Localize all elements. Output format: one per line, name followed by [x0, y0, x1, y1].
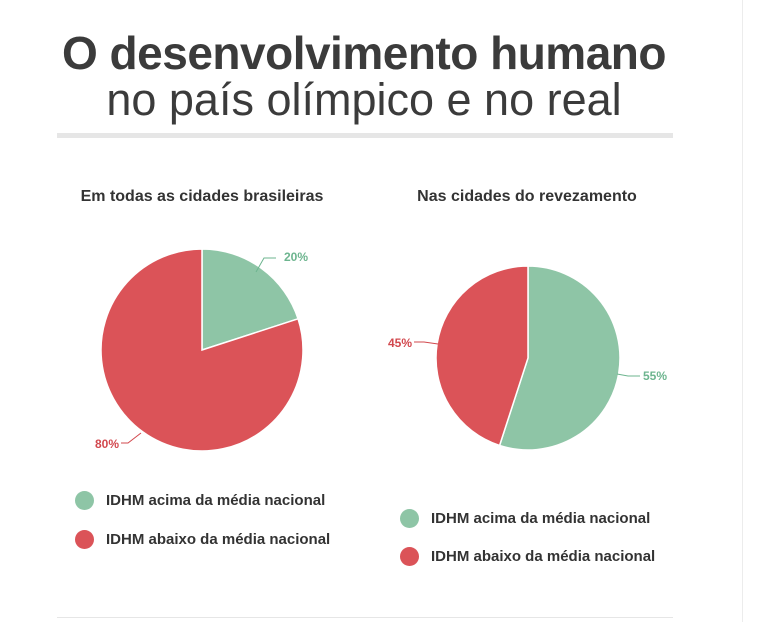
- legend-swatch-below: [400, 547, 419, 566]
- page-title: O desenvolvimento humano: [62, 27, 667, 79]
- chart-1-legend-above: IDHM acima da média nacional: [75, 491, 325, 510]
- chart-2-data-label: 45%: [388, 336, 412, 350]
- chart-2-slice-above: [498, 265, 621, 451]
- chart-1-data-label: 80%: [95, 437, 119, 451]
- chart-2-legend-above: IDHM acima da média nacional: [400, 509, 650, 528]
- chart-1-slice-below: [100, 248, 304, 452]
- legend-swatch-above: [400, 509, 419, 528]
- title-divider: [57, 133, 673, 138]
- chart-2-data-label: 55%: [643, 369, 667, 383]
- chart-2-leader-line: [616, 373, 640, 377]
- chart-1-title: Em todas as cidades brasileiras: [80, 188, 324, 205]
- legend-label: IDHM acima da média nacional: [106, 492, 326, 509]
- chart-1-legend-below: IDHM abaixo da média nacional: [75, 530, 330, 549]
- chart-2-title: Nas cidades do revezamento: [417, 188, 637, 205]
- page-subtitle: no país olímpico e no real: [106, 74, 622, 125]
- legend-label: IDHM acima da média nacional: [431, 510, 651, 527]
- right-divider: [742, 0, 743, 622]
- chart-1-slice-above: [201, 248, 300, 352]
- chart-2-leader-line: [414, 341, 439, 345]
- legend-swatch-below: [75, 530, 94, 549]
- chart-1-leader-line: [121, 432, 142, 444]
- legend-label: IDHM abaixo da média nacional: [431, 548, 656, 565]
- chart-2-legend-below: IDHM abaixo da média nacional: [400, 547, 655, 566]
- legend-swatch-above: [75, 491, 94, 510]
- legend-label: IDHM abaixo da média nacional: [106, 531, 331, 548]
- bottom-divider: [57, 617, 673, 618]
- chart-1-leader-line: [255, 257, 276, 273]
- chart-1-data-label: 20%: [284, 250, 308, 264]
